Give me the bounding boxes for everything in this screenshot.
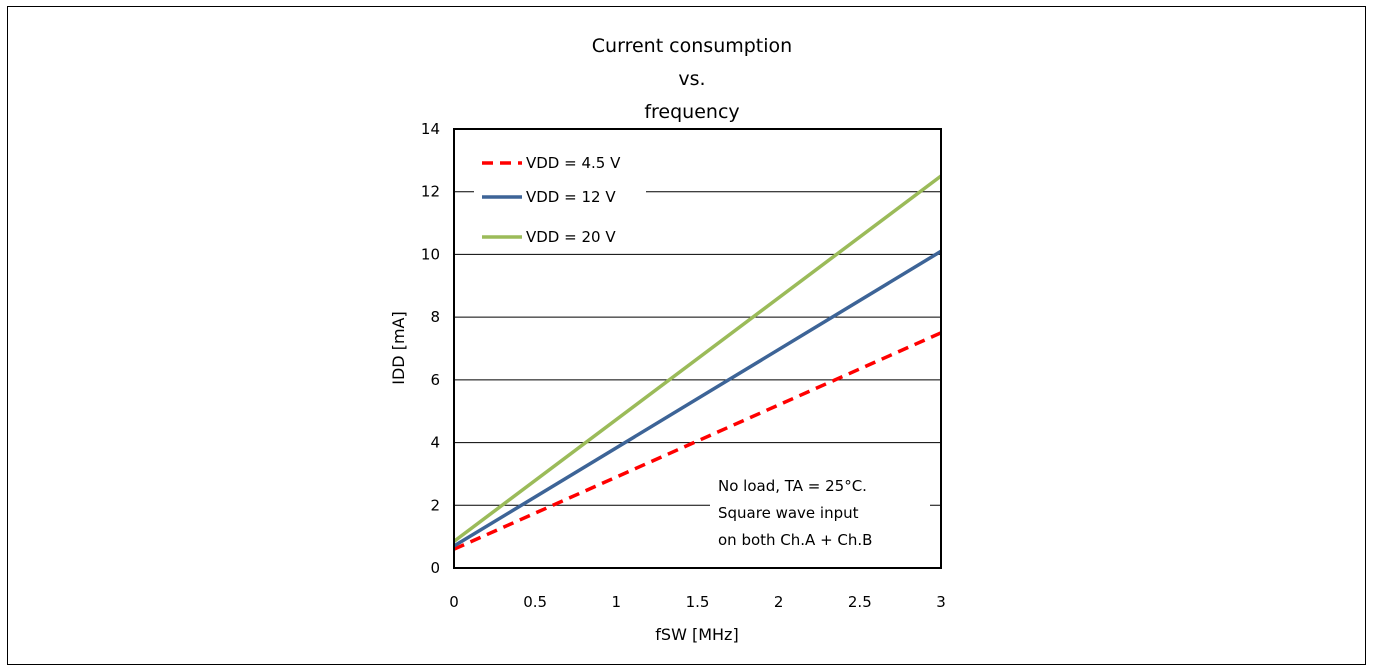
plot-border	[453, 128, 942, 569]
x-tick-label-3: 1.5	[686, 593, 710, 611]
series-layer	[452, 174, 943, 551]
annotation-line-3: on both Ch.A + Ch.B	[718, 531, 872, 549]
y-tick-label-5: 10	[421, 245, 440, 263]
annotation-box: No load, TA = 25°C. Square wave input on…	[710, 470, 930, 558]
x-tick-labels: 0 0.5 1 1.5 2 2.5 3	[449, 593, 946, 611]
x-tick-label-2: 1	[612, 593, 622, 611]
y-tick-label-4: 8	[430, 308, 440, 326]
figure-frame: Current consumption vs. frequency VDD = …	[7, 6, 1366, 665]
y-tick-label-3: 6	[430, 371, 440, 389]
x-tick-label-5: 2.5	[848, 593, 872, 611]
y-tick-labels: 0 2 4 6 8 10 12 14	[421, 120, 440, 577]
legend-label-2: VDD = 12 V	[526, 188, 616, 206]
chart-title-line-3: frequency	[644, 101, 739, 123]
x-tick-label-1: 0.5	[523, 593, 547, 611]
legend: VDD = 4.5 V VDD = 12 V VDD = 20 V	[474, 150, 646, 250]
series-line-2	[453, 249, 942, 548]
chart-title: Current consumption vs. frequency	[592, 35, 792, 123]
gridlines	[454, 191, 941, 506]
chart-title-line-2: vs.	[678, 68, 705, 90]
x-axis-title: fSW [MHz]	[655, 625, 738, 644]
y-tick-label-2: 4	[430, 434, 440, 452]
x-tick-label-6: 3	[936, 593, 946, 611]
series-line-3	[452, 174, 943, 543]
legend-label-1: VDD = 4.5 V	[526, 154, 621, 172]
y-axis-title: IDD [mA]	[389, 311, 408, 384]
current-vs-frequency-chart: Current consumption vs. frequency VDD = …	[389, 35, 946, 644]
y-tick-label-1: 2	[430, 496, 440, 514]
legend-label-3: VDD = 20 V	[526, 228, 616, 246]
x-tick-label-0: 0	[449, 593, 459, 611]
annotation-background	[710, 470, 930, 558]
y-tick-label-0: 0	[430, 559, 440, 577]
y-tick-label-6: 12	[421, 183, 440, 201]
chart-title-line-1: Current consumption	[592, 35, 792, 57]
x-tick-label-4: 2	[774, 593, 784, 611]
annotation-line-1: No load, TA = 25°C.	[718, 477, 867, 495]
annotation-line-2: Square wave input	[718, 504, 859, 522]
y-tick-label-7: 14	[421, 120, 440, 138]
